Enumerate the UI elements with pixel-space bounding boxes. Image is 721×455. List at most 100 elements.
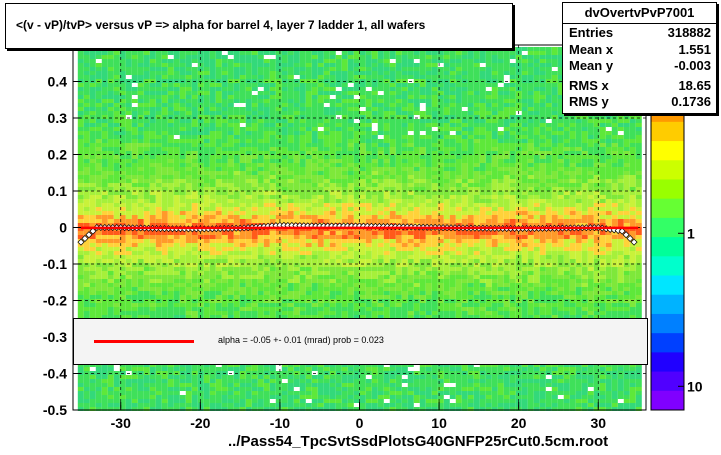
heatmap-cell	[317, 143, 324, 147]
heatmap-cell	[89, 203, 96, 207]
heatmap-cell	[365, 135, 372, 139]
heatmap-cell	[365, 307, 372, 311]
heatmap-cell	[167, 195, 174, 199]
heatmap-cell	[269, 63, 276, 67]
heatmap-cell	[383, 311, 390, 315]
heatmap-cell	[233, 271, 240, 275]
heatmap-cell	[83, 135, 90, 139]
heatmap-cell	[269, 91, 276, 95]
heatmap-cell	[353, 71, 360, 75]
heatmap-cell	[275, 279, 282, 283]
heatmap-cell	[77, 231, 84, 235]
heatmap-cell	[281, 391, 288, 395]
heatmap-cell	[215, 123, 222, 127]
heatmap-cell	[131, 279, 138, 283]
heatmap-cell	[347, 111, 354, 115]
heatmap-cell	[395, 163, 402, 167]
heatmap-cell	[95, 131, 102, 135]
heatmap-cell	[341, 307, 348, 311]
heatmap-cell	[149, 87, 156, 91]
heatmap-cell	[383, 95, 390, 99]
heatmap-cell	[359, 175, 366, 179]
heatmap-cell	[347, 191, 354, 195]
heatmap-cell	[245, 207, 252, 211]
heatmap-cell	[323, 279, 330, 283]
heatmap-cell	[173, 175, 180, 179]
heatmap-cell	[245, 83, 252, 87]
heatmap-cell	[233, 363, 240, 367]
heatmap-cell	[197, 139, 204, 143]
heatmap-cell	[383, 59, 390, 63]
heatmap-cell	[95, 363, 102, 367]
heatmap-cell	[167, 183, 174, 187]
heatmap-cell	[317, 91, 324, 95]
heatmap-cell	[191, 291, 198, 295]
heatmap-cell	[167, 235, 174, 239]
heatmap-cell	[125, 139, 132, 143]
heatmap-cell	[143, 59, 150, 63]
heatmap-cell	[287, 387, 294, 391]
heatmap-cell	[371, 211, 378, 215]
heatmap-cell	[191, 287, 198, 291]
heatmap-cell	[371, 379, 378, 383]
heatmap-cell	[119, 195, 126, 199]
heatmap-cell	[95, 307, 102, 311]
heatmap-cell	[359, 215, 366, 219]
heatmap-cell	[257, 251, 264, 255]
heatmap-cell	[263, 155, 270, 159]
heatmap-cell	[359, 291, 366, 295]
heatmap-cell	[299, 383, 306, 387]
heatmap-cell	[203, 75, 210, 79]
heatmap-cell	[269, 119, 276, 123]
heatmap-cell	[125, 271, 132, 275]
heatmap-cell	[371, 103, 378, 107]
heatmap-cell	[299, 391, 306, 395]
heatmap-cell	[401, 187, 408, 191]
heatmap-cell	[269, 375, 276, 379]
heatmap-cell	[203, 263, 210, 267]
heatmap-cell	[125, 235, 132, 239]
heatmap-cell	[203, 239, 210, 243]
heatmap-cell	[263, 187, 270, 191]
heatmap-cell	[161, 67, 168, 71]
heatmap-cell	[341, 407, 348, 411]
heatmap-cell	[227, 115, 234, 119]
heatmap-cell	[371, 247, 378, 251]
heatmap-cell	[257, 387, 264, 391]
heatmap-cell	[311, 263, 318, 267]
heatmap-cell	[287, 383, 294, 387]
heatmap-cell	[221, 315, 228, 319]
heatmap-cell	[287, 71, 294, 75]
heatmap-cell	[323, 211, 330, 215]
heatmap-cell	[155, 315, 162, 319]
heatmap-cell	[149, 363, 156, 367]
heatmap-cell	[317, 303, 324, 307]
heatmap-cell	[227, 391, 234, 395]
heatmap-cell	[311, 279, 318, 283]
heatmap-cell	[359, 311, 366, 315]
heatmap-cell	[335, 159, 342, 163]
heatmap-cell	[173, 279, 180, 283]
heatmap-cell	[407, 231, 414, 235]
heatmap-cell	[113, 287, 120, 291]
heatmap-cell	[347, 143, 354, 147]
heatmap-cell	[311, 107, 318, 111]
heatmap-cell	[395, 103, 402, 107]
heatmap-cell	[341, 247, 348, 251]
heatmap-cell	[293, 283, 300, 287]
heatmap-cell	[257, 395, 264, 399]
heatmap-cell	[407, 263, 414, 267]
heatmap-cell	[239, 275, 246, 279]
heatmap-cell	[119, 235, 126, 239]
heatmap-cell	[191, 263, 198, 267]
heatmap-cell	[149, 75, 156, 79]
heatmap-cell	[125, 71, 132, 75]
heatmap-cell	[125, 311, 132, 315]
heatmap-cell	[209, 111, 216, 115]
heatmap-cell	[365, 303, 372, 307]
heatmap-cell	[215, 91, 222, 95]
heatmap-cell	[239, 47, 246, 51]
heatmap-cell	[323, 99, 330, 103]
heatmap-cell	[227, 235, 234, 239]
heatmap-cell	[269, 107, 276, 111]
